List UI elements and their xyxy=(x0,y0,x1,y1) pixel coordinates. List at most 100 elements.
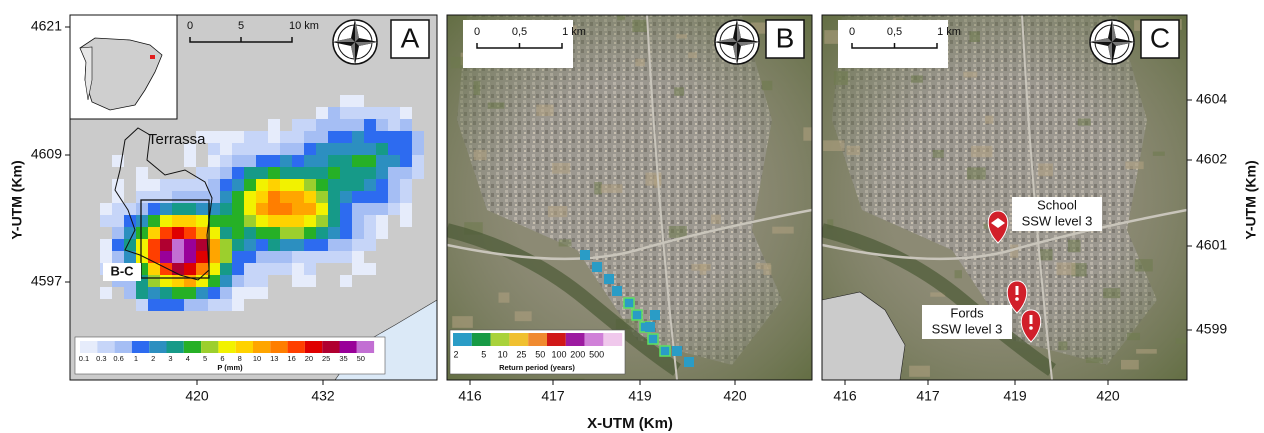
figure: B-CTerrassa0.10.30.612345681013162025355… xyxy=(0,0,1264,433)
legend-title: Return period (years) xyxy=(499,363,575,372)
legend-swatch xyxy=(472,333,491,346)
rain-cell xyxy=(304,227,316,239)
rain-cell xyxy=(292,203,304,215)
legend-swatch xyxy=(270,341,287,353)
rain-cell xyxy=(172,191,184,203)
rain-cell xyxy=(268,191,280,203)
y2-tick-label: 4602 xyxy=(1196,151,1227,167)
rain-cell xyxy=(400,131,412,143)
rain-cell xyxy=(184,239,196,251)
rain-cell xyxy=(280,143,292,155)
scale-label: 0 xyxy=(849,26,855,38)
field xyxy=(711,215,721,224)
rain-cell xyxy=(304,275,316,287)
rain-cell xyxy=(388,143,400,155)
rain-cell xyxy=(388,191,400,203)
x-tick-label: 416 xyxy=(458,388,482,404)
flood-cell xyxy=(604,274,614,284)
rain-cell xyxy=(232,251,244,263)
rain-cell xyxy=(328,131,340,143)
rain-cell xyxy=(280,155,292,167)
rain-cell xyxy=(400,215,412,227)
rain-cell xyxy=(244,203,256,215)
rain-cell xyxy=(292,215,304,227)
flood-cell xyxy=(660,346,670,356)
field xyxy=(1078,119,1091,126)
panel-c: SchoolSSW level 3FordsSSW level 3 xyxy=(822,15,1191,380)
x-tick-label: 417 xyxy=(916,388,940,404)
x-tick-label: 419 xyxy=(1003,388,1027,404)
rain-cell xyxy=(352,191,364,203)
rain-cell xyxy=(172,251,184,263)
rain-cell xyxy=(388,155,400,167)
rain-cell xyxy=(292,191,304,203)
rain-cell xyxy=(232,215,244,227)
rain-cell xyxy=(148,215,160,227)
rain-cell xyxy=(208,251,220,263)
rain-cell xyxy=(304,167,316,179)
rain-cell xyxy=(340,119,352,131)
rain-cell xyxy=(160,263,172,275)
rain-cell xyxy=(316,227,328,239)
rain-cell xyxy=(364,167,376,179)
rain-cell xyxy=(244,251,256,263)
rain-cell xyxy=(208,275,220,287)
field xyxy=(1038,163,1053,176)
rain-cell xyxy=(388,131,400,143)
rain-cell xyxy=(304,191,316,203)
y2-axis-label: Y-UTM (Km) xyxy=(1243,160,1259,239)
x-tick-label: 420 xyxy=(723,388,747,404)
rain-cell xyxy=(232,275,244,287)
rain-cell xyxy=(172,227,184,239)
legend-label: 500 xyxy=(589,349,604,359)
rain-cell xyxy=(376,227,388,239)
rain-cell xyxy=(268,215,280,227)
rain-cell xyxy=(280,203,292,215)
rain-cell xyxy=(244,191,256,203)
rain-cell xyxy=(172,203,184,215)
x-tick-label: 420 xyxy=(185,388,209,404)
rain-cell xyxy=(388,119,400,131)
rain-cell xyxy=(340,107,352,119)
rain-cell xyxy=(376,191,388,203)
rain-cell xyxy=(352,263,364,275)
rain-cell xyxy=(352,239,364,251)
rain-cell xyxy=(220,179,232,191)
rain-cell xyxy=(304,263,316,275)
legend-label: 5 xyxy=(203,354,207,363)
rain-cell xyxy=(136,287,148,299)
field xyxy=(473,81,480,95)
rain-cell xyxy=(244,239,256,251)
rain-cell xyxy=(400,143,412,155)
legend-swatch xyxy=(566,333,585,346)
field xyxy=(1086,357,1103,362)
legend-swatch xyxy=(357,341,374,353)
rain-cell xyxy=(340,95,352,107)
field xyxy=(963,72,977,78)
rain-cell xyxy=(160,275,172,287)
legend-swatch xyxy=(97,341,114,353)
rain-cell xyxy=(340,203,352,215)
rain-cell xyxy=(292,251,304,263)
scale-label: 0 xyxy=(474,26,480,38)
legend-label: 20 xyxy=(305,354,313,363)
rain-cell xyxy=(328,107,340,119)
field xyxy=(674,87,684,95)
field xyxy=(985,116,993,124)
rain-cell xyxy=(388,179,400,191)
rain-cell xyxy=(256,251,268,263)
legend-swatch xyxy=(218,341,235,353)
rain-cell xyxy=(352,179,364,191)
field xyxy=(955,270,962,278)
y-tick-label: 4621 xyxy=(31,18,62,34)
rain-cell xyxy=(172,287,184,299)
rain-cell xyxy=(112,215,124,227)
rain-cell xyxy=(256,239,268,251)
rain-cell xyxy=(376,131,388,143)
marker-level: SSW level 3 xyxy=(1022,213,1093,228)
rain-cell xyxy=(220,131,232,143)
rain-cell xyxy=(328,155,340,167)
x-tick-label: 417 xyxy=(541,388,565,404)
rain-cell xyxy=(232,143,244,155)
rain-cell xyxy=(256,191,268,203)
